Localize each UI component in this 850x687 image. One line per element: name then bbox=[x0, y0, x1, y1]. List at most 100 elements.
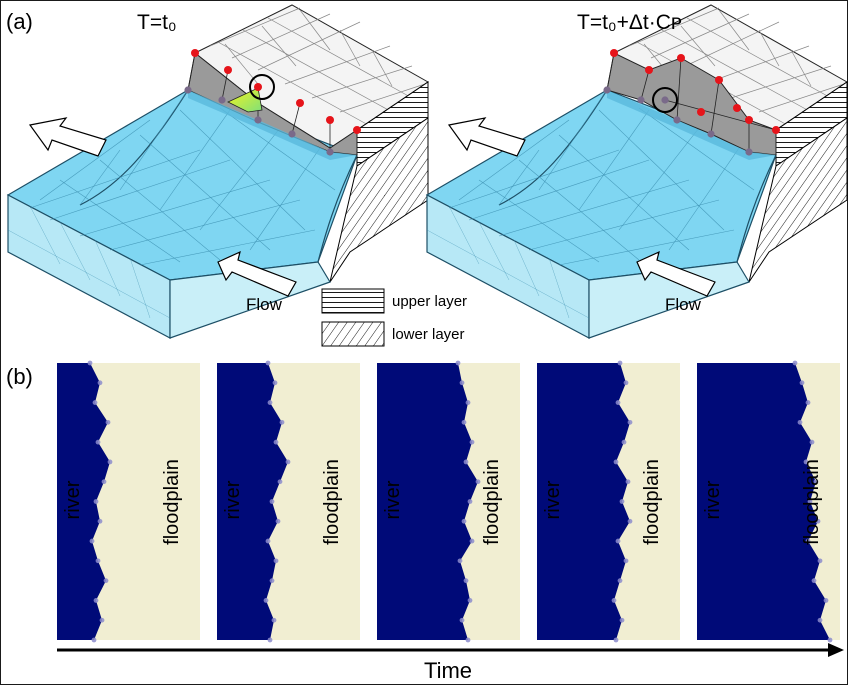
panel-b-label: (b) bbox=[6, 364, 33, 389]
bank-edge-node bbox=[611, 598, 617, 603]
bank-edge-node bbox=[97, 518, 103, 524]
bank-mesh-line bbox=[291, 102, 301, 135]
bank-edge-node bbox=[103, 578, 109, 584]
water-mesh-line bbox=[49, 159, 231, 221]
bank-curve-right bbox=[736, 154, 777, 263]
bank-strip-2: river floodplain bbox=[217, 360, 360, 643]
bank-toe-node bbox=[745, 148, 753, 156]
bank-edge-node bbox=[469, 439, 475, 445]
bank-edge-node bbox=[457, 558, 463, 564]
outflow-arrow bbox=[28, 117, 107, 157]
bank-edge-node bbox=[97, 380, 103, 386]
floodplain-label: floodplain bbox=[481, 459, 503, 545]
bank-edge-node bbox=[285, 459, 291, 465]
floodplain-label: floodplain bbox=[801, 459, 823, 545]
bank-top-node bbox=[224, 66, 232, 74]
floodplain-mesh-line bbox=[209, 7, 301, 47]
bank-edge-node bbox=[269, 499, 275, 504]
bank-mesh-line bbox=[664, 99, 777, 131]
bank-strip-1: river floodplain bbox=[57, 360, 200, 643]
bank-edge-node bbox=[455, 360, 461, 366]
water-mesh-line bbox=[219, 107, 336, 191]
bank-edge-node bbox=[805, 538, 811, 544]
bank-top-node bbox=[326, 116, 334, 124]
bank-edge-node bbox=[89, 538, 95, 544]
bank-mesh-line bbox=[187, 52, 196, 91]
bank-top-node bbox=[715, 76, 723, 84]
bank-edge-node bbox=[811, 578, 817, 584]
water-mesh-line bbox=[249, 147, 321, 251]
front-mesh-line bbox=[448, 205, 480, 265]
bank-toe-node bbox=[288, 130, 296, 138]
bank-edge-node bbox=[823, 598, 829, 603]
river-area bbox=[217, 363, 288, 640]
floodplain-mesh-line bbox=[758, 83, 845, 113]
bank-edge-node bbox=[277, 479, 283, 485]
floodplain-mesh-line bbox=[231, 13, 331, 59]
bank-edge-node bbox=[613, 459, 619, 465]
front-mesh-line bbox=[59, 221, 91, 281]
bank-edge-node bbox=[809, 439, 815, 445]
water-mesh-line bbox=[558, 134, 690, 251]
bank-edge-node bbox=[463, 578, 469, 584]
water-mesh-line bbox=[468, 159, 650, 221]
water-mesh-line bbox=[478, 179, 600, 263]
legend-upper-swatch bbox=[321, 288, 385, 314]
bank-edge-node bbox=[95, 558, 101, 564]
bank-edge-node bbox=[827, 637, 833, 643]
left-channel-block bbox=[6, 4, 429, 339]
outflow-arrow bbox=[447, 117, 526, 157]
river-label: river bbox=[222, 480, 244, 519]
bank-edge-node bbox=[792, 360, 798, 366]
bank-edge-node bbox=[797, 419, 803, 425]
floodplain-mesh-line bbox=[371, 49, 393, 87]
bank-top-node bbox=[610, 49, 618, 57]
floodplain-mesh-line bbox=[339, 29, 361, 67]
bank-edge-node bbox=[265, 538, 271, 544]
front-mesh-line bbox=[478, 221, 510, 281]
bank-edge-node bbox=[87, 360, 93, 366]
floodplain-mesh-line bbox=[680, 25, 716, 67]
floodplain-mesh-line bbox=[261, 25, 297, 67]
water-mesh-line bbox=[79, 149, 121, 206]
legend-upper-label: upper layer bbox=[392, 293, 467, 310]
water-mesh-line bbox=[199, 127, 281, 231]
bank-curve-right bbox=[317, 154, 358, 263]
floodplain-label: floodplain bbox=[321, 459, 343, 545]
legend: upper layer lower layer bbox=[321, 288, 467, 347]
bank-top-node bbox=[677, 54, 685, 62]
bank-top-node bbox=[697, 108, 705, 116]
river-area bbox=[697, 363, 830, 640]
bank-edge-node bbox=[93, 499, 99, 504]
river-label: river bbox=[382, 480, 404, 519]
bank-edge-node bbox=[459, 380, 465, 386]
bank-strip-5: river floodplain bbox=[697, 360, 840, 643]
time-arrow bbox=[57, 643, 844, 657]
river-area bbox=[377, 363, 478, 640]
water-mesh-line bbox=[119, 89, 189, 191]
bank-toe-node bbox=[254, 116, 262, 124]
front-mesh-line bbox=[7, 229, 171, 319]
left-block-title: T=t₀ bbox=[137, 11, 177, 34]
bank-edge-node bbox=[91, 637, 97, 643]
river-area bbox=[57, 363, 110, 640]
bank-edge-node bbox=[623, 380, 629, 386]
water-mesh-line bbox=[179, 109, 306, 231]
lower-layer-side bbox=[329, 117, 429, 283]
bank-edge-node bbox=[105, 419, 111, 425]
bank-curve-left bbox=[498, 89, 608, 206]
flow-arrow bbox=[217, 250, 297, 297]
water-mesh-line bbox=[109, 199, 301, 251]
bank-curve-left bbox=[79, 89, 189, 206]
water-mesh-line bbox=[498, 149, 540, 206]
bank-strip-3: river floodplain bbox=[377, 360, 520, 643]
floodplain-mesh-line bbox=[311, 65, 413, 99]
bank-edge-node bbox=[465, 637, 471, 643]
bank-edge-node bbox=[805, 400, 811, 405]
floodplain-mesh-line bbox=[284, 45, 391, 85]
water-mesh-line bbox=[59, 179, 181, 263]
flow-label-right: Flow bbox=[665, 295, 702, 314]
water-mesh-line bbox=[528, 199, 720, 251]
water-mesh-line bbox=[618, 127, 700, 231]
